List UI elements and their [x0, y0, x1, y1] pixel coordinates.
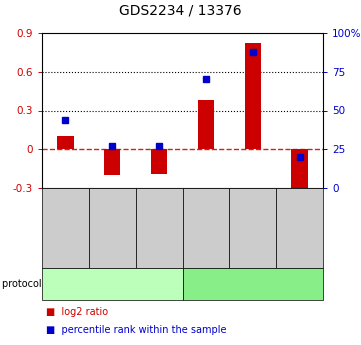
Bar: [198, 100, 214, 149]
Bar: [57, 136, 74, 149]
Text: protocol ▶: protocol ▶: [2, 279, 52, 289]
Text: GSM29523: GSM29523: [108, 205, 117, 251]
Text: baseline: baseline: [90, 279, 134, 289]
Bar: [244, 43, 261, 149]
Text: 20 wk exercise: 20 wk exercise: [214, 279, 291, 289]
Text: GSM29536: GSM29536: [295, 205, 304, 251]
Text: ■  log2 ratio: ■ log2 ratio: [45, 307, 108, 317]
Bar: [151, 149, 167, 174]
Text: GSM29529: GSM29529: [155, 205, 164, 250]
Text: GSM29535: GSM29535: [248, 205, 257, 251]
Bar: [291, 149, 308, 195]
Text: GDS2234 / 13376: GDS2234 / 13376: [119, 3, 242, 17]
Text: GSM29507: GSM29507: [61, 205, 70, 251]
Bar: [104, 149, 121, 175]
Text: ■  percentile rank within the sample: ■ percentile rank within the sample: [45, 325, 226, 335]
Text: GSM29533: GSM29533: [201, 205, 210, 251]
